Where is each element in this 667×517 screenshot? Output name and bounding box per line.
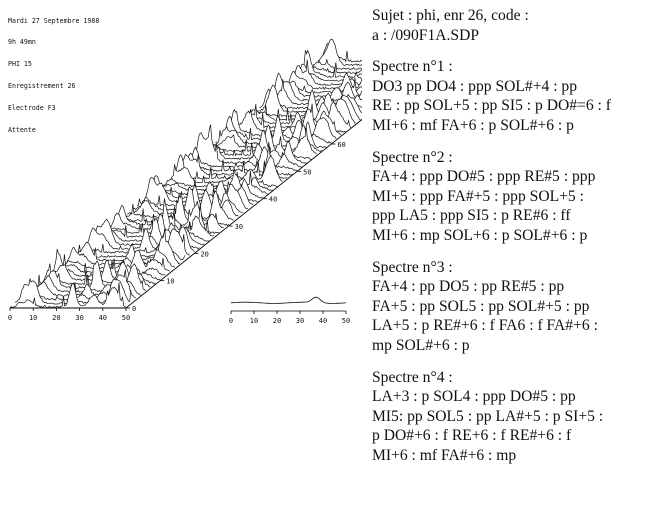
recording-info: Mardi 27 Septembre 1988 9h 49mn PHI 15 E…	[8, 3, 99, 149]
spectrum-trace	[117, 190, 234, 223]
x-tick-label: 10	[29, 314, 37, 322]
spectrum-title: Spectre n°3 :	[372, 258, 453, 276]
trace-mask	[166, 155, 283, 184]
spectrum-trace	[224, 103, 342, 137]
mini-profile-curve	[230, 296, 347, 304]
subject-line: Sujet : phi, enr 26, code :	[372, 7, 529, 24]
spectrum-line: RE : pp SOL+5 : pp SI5 : p DO#=6 : f	[372, 97, 611, 115]
spectrum-1: Spectre n°1 : DO3 pp DO4 : ppp SOL#+4 : …	[372, 57, 664, 135]
depth-tick-label: 60	[337, 141, 345, 149]
spectrum-line: p DO#+6 : f RE+6 : f RE#+6 : f	[372, 427, 572, 445]
spectrum-trace	[53, 250, 171, 274]
recording-number: Enregistrement 26	[8, 82, 76, 91]
mini-x-tick-label: 0	[229, 317, 233, 325]
depth-tick-label: 20	[200, 250, 208, 258]
mini-x-tick-label: 50	[342, 317, 350, 325]
waterfall-figure: Mardi 27 Septembre 1988 9h 49mn PHI 15 E…	[8, 3, 449, 325]
trace-mask	[117, 191, 234, 224]
recording-subject: PHI 15	[8, 60, 32, 69]
spectrum-trace	[127, 186, 244, 215]
x-tick-label: 20	[52, 314, 60, 322]
spectrum-line: MI+6 : mf FA+6 : p SOL#+6 : p	[372, 116, 574, 134]
mini-profile-plot: 0 10 20 30 40 50	[229, 296, 350, 325]
recording-time: 9h 49mn	[8, 38, 36, 47]
spectrum-line: FA+4 : ppp DO#5 : ppp RE#5 : ppp	[372, 168, 596, 186]
spectrum-line: ppp LA5 : ppp SI5 : p RE#6 : ff	[372, 207, 571, 225]
recording-date: Mardi 27 Septembre 1988	[8, 16, 100, 25]
trace-mask	[190, 124, 307, 165]
spectrum-line: MI5: pp SOL5 : pp LA#+5 : p SI+5 :	[372, 407, 604, 425]
subject-line: a : /090F1A.SDP	[372, 26, 480, 44]
trace-mask	[171, 141, 288, 181]
trace-mask	[269, 73, 386, 102]
spectrum-trace	[166, 154, 283, 184]
spectrum-trace	[234, 100, 352, 129]
x-tick-label: 40	[99, 314, 107, 322]
spectrum-trace	[58, 249, 176, 270]
spectrum-line: LA+3 : p SOL4 : ppp DO#5 : pp	[372, 388, 576, 406]
depth-tick-label: 50	[303, 168, 311, 176]
spectrum-2: Spectre n°2 : FA+4 : ppp DO#5 : ppp RE#5…	[372, 148, 664, 246]
spectrum-trace	[215, 115, 332, 145]
spectrum-line: mp SOL#+6 : p	[372, 336, 470, 354]
depth-tick-label: 30	[235, 223, 243, 231]
mini-x-tick-label: 40	[319, 317, 327, 325]
spectrum-line: MI+6 : mp SOL+6 : p SOL#+6 : p	[372, 226, 588, 244]
trace-mask	[10, 282, 126, 309]
x-tick-label: 30	[75, 314, 83, 322]
spectrum-line: MI+5 : ppp FA#+5 : ppp SOL+5 :	[372, 187, 584, 205]
recording-electrode: Electrode F3	[8, 104, 56, 113]
spectrum-title: Spectre n°1 :	[372, 58, 453, 76]
spectrum-trace	[92, 213, 210, 243]
spectrum-title: Spectre n°2 :	[372, 148, 453, 166]
spectrum-title: Spectre n°4 :	[372, 368, 453, 386]
depth-tick-label: 0	[132, 305, 136, 313]
trace-mask	[58, 249, 175, 270]
depth-tick-label: 40	[269, 196, 277, 204]
depth-tick-label: 10	[166, 278, 174, 286]
recording-condition: Attente	[8, 126, 36, 135]
mini-x-tick-label: 20	[273, 317, 281, 325]
mini-x-tick-label: 30	[296, 317, 304, 325]
spectrum-trace	[63, 228, 180, 266]
spectrum-line: FA+5 : pp SOL5 : pp SOL#+5 : pp	[372, 297, 590, 315]
x-tick-label: 50	[122, 314, 130, 322]
spectrum-trace	[10, 282, 127, 309]
trace-mask	[225, 103, 342, 138]
spectrum-line: DO3 pp DO4 : ppp SOL#+4 : pp	[372, 77, 578, 95]
spectrum-trace	[156, 176, 273, 192]
spectrum-4: Spectre n°4 : LA+3 : p SOL4 : ppp DO#5 :…	[372, 368, 664, 466]
spectrum-line: MI+6 : mf FA#+6 : mp	[372, 446, 517, 464]
spectrum-trace	[190, 124, 307, 164]
spectra-notes: Sujet : phi, enr 26, code : a : /090F1A.…	[372, 6, 664, 477]
x-tick-label: 0	[8, 314, 12, 322]
spectrum-line: LA+5 : p RE#+6 : f FA6 : f FA#+6 :	[372, 317, 598, 335]
mini-x-tick-label: 10	[250, 317, 258, 325]
spectrum-line: FA+4 : pp DO5 : pp RE#5 : pp	[372, 278, 565, 296]
subject-info: Sujet : phi, enr 26, code : a : /090F1A.…	[372, 6, 664, 45]
trace-mask	[210, 122, 327, 149]
spectrum-3: Spectre n°3 : FA+4 : pp DO5 : pp RE#5 : …	[372, 258, 664, 356]
trace-mask	[151, 167, 268, 196]
